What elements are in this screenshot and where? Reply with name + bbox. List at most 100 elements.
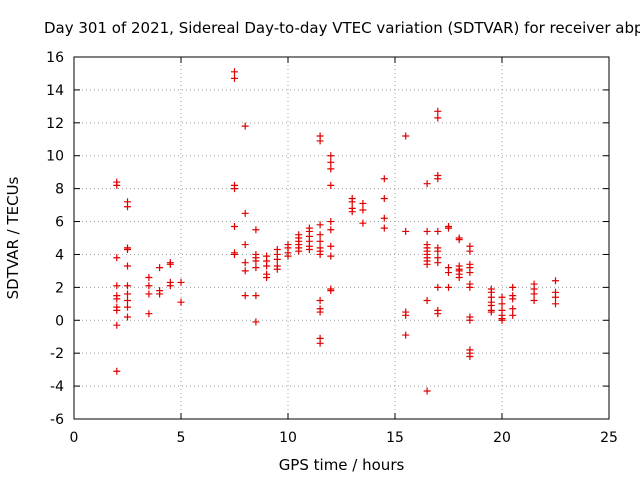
data-point xyxy=(273,265,281,273)
data-point xyxy=(231,74,238,82)
data-point xyxy=(231,250,238,258)
data-point xyxy=(359,206,367,214)
data-point xyxy=(145,310,153,318)
data-point xyxy=(487,308,495,316)
x-axis-title: GPS time / hours xyxy=(279,456,405,474)
data-point xyxy=(466,269,474,277)
data-point xyxy=(252,226,260,234)
data-point xyxy=(434,107,442,115)
data-point xyxy=(509,311,517,319)
data-point xyxy=(327,152,335,160)
data-point xyxy=(113,367,121,375)
data-point xyxy=(380,175,388,183)
data-point xyxy=(231,185,238,193)
data-point xyxy=(316,339,324,347)
data-point xyxy=(113,321,121,329)
data-point xyxy=(498,316,506,324)
data-point xyxy=(145,290,153,298)
data-point xyxy=(466,352,474,360)
data-point xyxy=(348,198,356,206)
data-point xyxy=(252,264,260,272)
data-point xyxy=(241,267,249,275)
data-point xyxy=(445,224,452,232)
data-point xyxy=(423,180,431,188)
data-point xyxy=(552,300,559,308)
y-tick-label: -6 xyxy=(50,412,64,428)
data-point xyxy=(434,259,442,267)
y-tick-label: 8 xyxy=(55,182,64,198)
y-tick-label: 12 xyxy=(46,116,64,132)
data-point xyxy=(124,290,131,298)
data-point xyxy=(552,277,559,285)
data-point xyxy=(423,260,431,268)
data-point xyxy=(434,247,442,255)
data-point xyxy=(380,224,388,232)
data-point xyxy=(402,311,410,319)
data-point xyxy=(124,246,131,254)
data-point xyxy=(509,295,517,303)
data-point xyxy=(434,310,442,318)
data-point xyxy=(327,218,335,226)
data-point xyxy=(423,297,431,305)
data-point xyxy=(124,303,131,311)
data-point xyxy=(156,264,164,272)
data-point xyxy=(316,297,324,305)
data-point xyxy=(177,298,185,306)
data-point xyxy=(348,208,356,216)
data-point xyxy=(252,257,260,265)
data-point xyxy=(434,114,442,122)
data-point xyxy=(166,260,174,268)
data-point xyxy=(380,195,388,203)
x-tick-label: 25 xyxy=(600,430,618,446)
data-point xyxy=(241,209,249,217)
data-point xyxy=(177,278,185,286)
data-point xyxy=(327,252,335,260)
data-point xyxy=(316,231,324,239)
data-point xyxy=(455,273,463,281)
data-point xyxy=(327,181,335,189)
data-point xyxy=(498,300,506,308)
data-point xyxy=(295,247,303,255)
data-point xyxy=(241,241,249,249)
y-tick-label: 4 xyxy=(55,247,64,263)
data-point xyxy=(124,282,131,290)
y-tick-label: -4 xyxy=(50,379,64,395)
data-point xyxy=(552,293,559,301)
data-point xyxy=(166,282,174,290)
data-point xyxy=(316,137,324,145)
data-point xyxy=(423,227,431,235)
y-tick-label: 0 xyxy=(55,313,64,329)
chart-title: Day 301 of 2021, Sidereal Day-to-day VTE… xyxy=(44,19,640,37)
data-point xyxy=(263,262,271,270)
data-point xyxy=(124,297,131,305)
data-point xyxy=(113,306,121,314)
y-tick-label: 10 xyxy=(46,149,64,165)
data-point xyxy=(231,68,238,76)
y-tick-label: -2 xyxy=(50,346,64,362)
data-point xyxy=(113,178,121,186)
data-point xyxy=(124,262,131,270)
data-point xyxy=(273,255,281,263)
data-point xyxy=(284,252,292,260)
data-point xyxy=(380,214,388,222)
plot-frame xyxy=(73,56,610,420)
data-point xyxy=(445,269,452,277)
data-point xyxy=(327,158,335,166)
data-point xyxy=(316,250,324,258)
axis-ticks: 0 5 10 15 20 25 -6 -4 -2 0 2 4 6 8 10 12 14 16 xyxy=(46,50,618,446)
data-point xyxy=(252,292,260,300)
data-point xyxy=(466,283,474,291)
data-point xyxy=(434,175,442,183)
data-point xyxy=(466,247,474,255)
data-point xyxy=(145,273,153,281)
data-point xyxy=(124,313,131,321)
data-point xyxy=(113,254,121,262)
data-point xyxy=(509,283,517,291)
data-point xyxy=(359,199,367,207)
data-point xyxy=(434,283,442,291)
data-point xyxy=(327,165,335,173)
data-point xyxy=(124,203,131,211)
data-point xyxy=(402,227,410,235)
data-point xyxy=(359,219,367,227)
data-point xyxy=(530,290,538,298)
